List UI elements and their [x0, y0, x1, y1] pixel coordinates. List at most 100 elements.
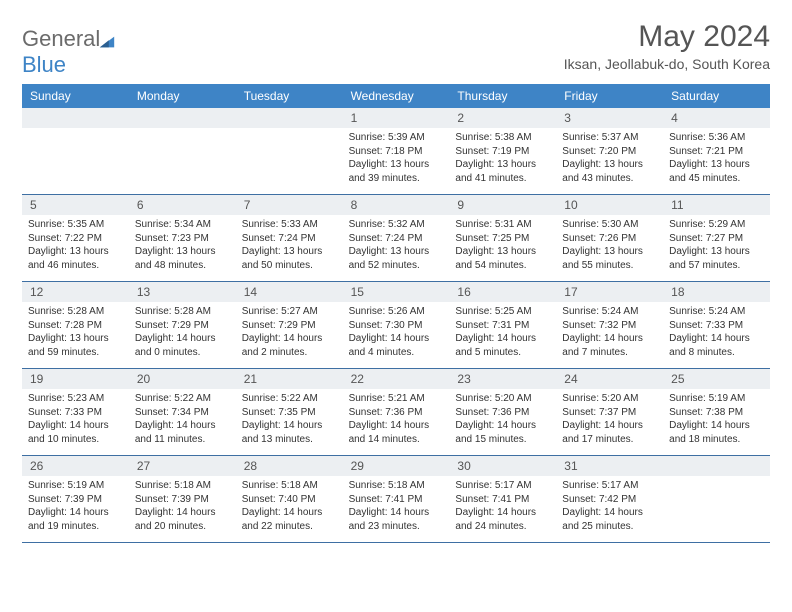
day-cell: 10Sunrise: 5:30 AMSunset: 7:26 PMDayligh… [556, 195, 663, 281]
location: Iksan, Jeollabuk-do, South Korea [564, 56, 770, 72]
day-details: Sunrise: 5:30 AMSunset: 7:26 PMDaylight:… [556, 215, 663, 276]
day-cell: 19Sunrise: 5:23 AMSunset: 7:33 PMDayligh… [22, 369, 129, 455]
day-cell: 16Sunrise: 5:25 AMSunset: 7:31 PMDayligh… [449, 282, 556, 368]
day-number: 2 [449, 108, 556, 128]
day-number: 22 [343, 369, 450, 389]
day-number: 8 [343, 195, 450, 215]
day-cell: 12Sunrise: 5:28 AMSunset: 7:28 PMDayligh… [22, 282, 129, 368]
day-cell: 26Sunrise: 5:19 AMSunset: 7:39 PMDayligh… [22, 456, 129, 542]
day-number: 7 [236, 195, 343, 215]
day-details: Sunrise: 5:27 AMSunset: 7:29 PMDaylight:… [236, 302, 343, 363]
day-cell: 25Sunrise: 5:19 AMSunset: 7:38 PMDayligh… [663, 369, 770, 455]
day-cell: 21Sunrise: 5:22 AMSunset: 7:35 PMDayligh… [236, 369, 343, 455]
day-number: 19 [22, 369, 129, 389]
day-number [663, 456, 770, 476]
day-details: Sunrise: 5:22 AMSunset: 7:35 PMDaylight:… [236, 389, 343, 450]
dow-row: Sunday Monday Tuesday Wednesday Thursday… [22, 84, 770, 108]
day-number: 26 [22, 456, 129, 476]
day-details: Sunrise: 5:29 AMSunset: 7:27 PMDaylight:… [663, 215, 770, 276]
day-details: Sunrise: 5:17 AMSunset: 7:41 PMDaylight:… [449, 476, 556, 537]
day-details: Sunrise: 5:36 AMSunset: 7:21 PMDaylight:… [663, 128, 770, 189]
day-details: Sunrise: 5:22 AMSunset: 7:34 PMDaylight:… [129, 389, 236, 450]
day-number: 24 [556, 369, 663, 389]
day-cell: 28Sunrise: 5:18 AMSunset: 7:40 PMDayligh… [236, 456, 343, 542]
day-cell: 6Sunrise: 5:34 AMSunset: 7:23 PMDaylight… [129, 195, 236, 281]
day-details: Sunrise: 5:23 AMSunset: 7:33 PMDaylight:… [22, 389, 129, 450]
day-cell: 24Sunrise: 5:20 AMSunset: 7:37 PMDayligh… [556, 369, 663, 455]
calendar: Sunday Monday Tuesday Wednesday Thursday… [22, 84, 770, 543]
day-cell: 9Sunrise: 5:31 AMSunset: 7:25 PMDaylight… [449, 195, 556, 281]
day-details: Sunrise: 5:25 AMSunset: 7:31 PMDaylight:… [449, 302, 556, 363]
day-cell: 22Sunrise: 5:21 AMSunset: 7:36 PMDayligh… [343, 369, 450, 455]
day-details: Sunrise: 5:34 AMSunset: 7:23 PMDaylight:… [129, 215, 236, 276]
day-cell [129, 108, 236, 194]
day-number: 31 [556, 456, 663, 476]
dow-friday: Friday [556, 84, 663, 108]
day-details: Sunrise: 5:18 AMSunset: 7:39 PMDaylight:… [129, 476, 236, 537]
day-number: 29 [343, 456, 450, 476]
day-number [129, 108, 236, 128]
day-number: 3 [556, 108, 663, 128]
title-block: May 2024 Iksan, Jeollabuk-do, South Kore… [564, 20, 770, 72]
day-cell: 1Sunrise: 5:39 AMSunset: 7:18 PMDaylight… [343, 108, 450, 194]
day-number: 18 [663, 282, 770, 302]
day-cell [22, 108, 129, 194]
day-number: 4 [663, 108, 770, 128]
dow-tuesday: Tuesday [236, 84, 343, 108]
day-cell: 11Sunrise: 5:29 AMSunset: 7:27 PMDayligh… [663, 195, 770, 281]
day-details: Sunrise: 5:18 AMSunset: 7:40 PMDaylight:… [236, 476, 343, 537]
day-details: Sunrise: 5:32 AMSunset: 7:24 PMDaylight:… [343, 215, 450, 276]
day-details: Sunrise: 5:26 AMSunset: 7:30 PMDaylight:… [343, 302, 450, 363]
day-number: 27 [129, 456, 236, 476]
day-cell: 30Sunrise: 5:17 AMSunset: 7:41 PMDayligh… [449, 456, 556, 542]
month-title: May 2024 [564, 20, 770, 54]
dow-sunday: Sunday [22, 84, 129, 108]
day-details: Sunrise: 5:17 AMSunset: 7:42 PMDaylight:… [556, 476, 663, 537]
day-number: 10 [556, 195, 663, 215]
week-row: 12Sunrise: 5:28 AMSunset: 7:28 PMDayligh… [22, 282, 770, 369]
day-cell: 20Sunrise: 5:22 AMSunset: 7:34 PMDayligh… [129, 369, 236, 455]
day-cell: 18Sunrise: 5:24 AMSunset: 7:33 PMDayligh… [663, 282, 770, 368]
day-details: Sunrise: 5:31 AMSunset: 7:25 PMDaylight:… [449, 215, 556, 276]
day-number: 20 [129, 369, 236, 389]
day-number: 17 [556, 282, 663, 302]
day-cell: 7Sunrise: 5:33 AMSunset: 7:24 PMDaylight… [236, 195, 343, 281]
week-row: 1Sunrise: 5:39 AMSunset: 7:18 PMDaylight… [22, 108, 770, 195]
day-cell [663, 456, 770, 542]
day-number: 16 [449, 282, 556, 302]
week-row: 5Sunrise: 5:35 AMSunset: 7:22 PMDaylight… [22, 195, 770, 282]
day-cell: 23Sunrise: 5:20 AMSunset: 7:36 PMDayligh… [449, 369, 556, 455]
day-number: 25 [663, 369, 770, 389]
day-number [236, 108, 343, 128]
day-cell: 8Sunrise: 5:32 AMSunset: 7:24 PMDaylight… [343, 195, 450, 281]
week-row: 26Sunrise: 5:19 AMSunset: 7:39 PMDayligh… [22, 456, 770, 543]
day-cell: 27Sunrise: 5:18 AMSunset: 7:39 PMDayligh… [129, 456, 236, 542]
day-number: 30 [449, 456, 556, 476]
day-details: Sunrise: 5:19 AMSunset: 7:38 PMDaylight:… [663, 389, 770, 450]
day-cell: 17Sunrise: 5:24 AMSunset: 7:32 PMDayligh… [556, 282, 663, 368]
dow-thursday: Thursday [449, 84, 556, 108]
day-details: Sunrise: 5:38 AMSunset: 7:19 PMDaylight:… [449, 128, 556, 189]
day-details: Sunrise: 5:35 AMSunset: 7:22 PMDaylight:… [22, 215, 129, 276]
day-details: Sunrise: 5:37 AMSunset: 7:20 PMDaylight:… [556, 128, 663, 189]
day-number: 15 [343, 282, 450, 302]
day-number: 1 [343, 108, 450, 128]
day-details: Sunrise: 5:20 AMSunset: 7:37 PMDaylight:… [556, 389, 663, 450]
day-number: 21 [236, 369, 343, 389]
day-cell [236, 108, 343, 194]
triangle-icon [98, 31, 116, 49]
day-details: Sunrise: 5:20 AMSunset: 7:36 PMDaylight:… [449, 389, 556, 450]
day-number: 28 [236, 456, 343, 476]
day-details: Sunrise: 5:28 AMSunset: 7:28 PMDaylight:… [22, 302, 129, 363]
day-cell: 2Sunrise: 5:38 AMSunset: 7:19 PMDaylight… [449, 108, 556, 194]
day-number: 6 [129, 195, 236, 215]
day-cell: 29Sunrise: 5:18 AMSunset: 7:41 PMDayligh… [343, 456, 450, 542]
day-details: Sunrise: 5:18 AMSunset: 7:41 PMDaylight:… [343, 476, 450, 537]
day-details: Sunrise: 5:28 AMSunset: 7:29 PMDaylight:… [129, 302, 236, 363]
header: General Blue May 2024 Iksan, Jeollabuk-d… [22, 20, 770, 78]
day-number: 23 [449, 369, 556, 389]
day-details: Sunrise: 5:19 AMSunset: 7:39 PMDaylight:… [22, 476, 129, 537]
day-details: Sunrise: 5:24 AMSunset: 7:32 PMDaylight:… [556, 302, 663, 363]
day-details: Sunrise: 5:24 AMSunset: 7:33 PMDaylight:… [663, 302, 770, 363]
calendar-document: General Blue May 2024 Iksan, Jeollabuk-d… [0, 0, 792, 563]
